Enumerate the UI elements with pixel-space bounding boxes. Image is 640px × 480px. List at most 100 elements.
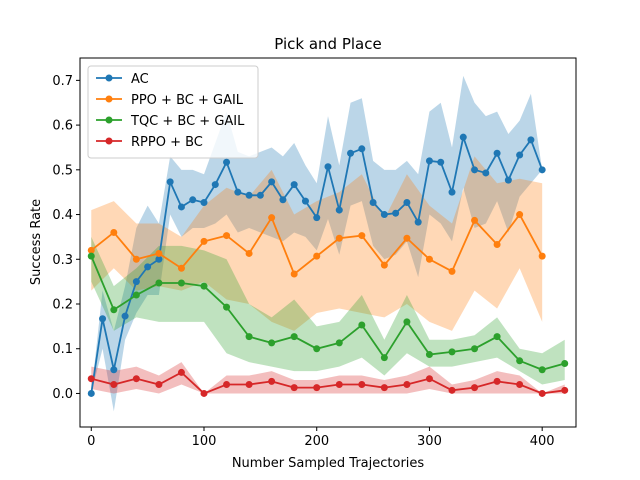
- data-point: [245, 249, 253, 257]
- series-lines: [87, 133, 569, 397]
- data-point: [471, 216, 479, 224]
- data-point: [223, 303, 231, 311]
- data-point: [200, 282, 208, 290]
- series-line-3: [91, 371, 565, 395]
- y-tick-label: 0.6: [52, 119, 73, 134]
- data-point: [471, 384, 479, 392]
- data-point: [132, 255, 140, 263]
- legend-label: TQC + BC + GAIL: [130, 114, 245, 129]
- data-point: [245, 381, 253, 389]
- data-point: [538, 252, 546, 260]
- data-point: [110, 228, 118, 236]
- x-axis-label: Number Sampled Trajectories: [232, 456, 425, 471]
- data-point: [471, 166, 479, 174]
- data-point: [110, 306, 118, 314]
- x-tick-label: 0: [87, 434, 95, 449]
- data-point: [290, 384, 298, 392]
- data-point: [493, 333, 501, 341]
- data-point: [425, 157, 433, 165]
- legend-swatch-marker: [105, 74, 113, 82]
- y-tick-label: 0.3: [52, 253, 73, 268]
- data-point: [358, 321, 366, 329]
- data-point: [561, 386, 569, 394]
- data-point: [132, 291, 140, 299]
- data-point: [144, 263, 152, 271]
- data-point: [425, 351, 433, 359]
- data-point: [527, 136, 535, 144]
- data-point: [380, 211, 388, 219]
- data-point: [155, 255, 163, 263]
- data-point: [121, 312, 129, 320]
- data-point: [268, 214, 276, 222]
- data-point: [155, 381, 163, 389]
- y-tick-label: 0.7: [52, 74, 73, 89]
- data-point: [177, 279, 185, 287]
- legend-swatch-marker: [105, 116, 113, 124]
- data-point: [403, 198, 411, 206]
- data-point: [87, 375, 95, 383]
- data-point: [380, 354, 388, 362]
- data-point: [493, 377, 501, 385]
- data-point: [516, 151, 524, 159]
- data-point: [380, 261, 388, 269]
- data-point: [223, 232, 231, 240]
- data-point: [538, 389, 546, 397]
- y-tick-label: 0.4: [52, 208, 73, 223]
- y-tick-label: 0.2: [52, 298, 73, 313]
- data-point: [223, 381, 231, 389]
- y-axis-label: Success Rate: [29, 199, 44, 285]
- x-tick-label: 100: [192, 434, 217, 449]
- x-tick-label: 200: [304, 434, 329, 449]
- data-point: [324, 163, 332, 171]
- data-point: [177, 368, 185, 376]
- data-point: [538, 366, 546, 374]
- y-tick-label: 0.0: [52, 387, 73, 402]
- data-point: [132, 278, 140, 286]
- legend-swatch-marker: [105, 95, 113, 103]
- data-point: [448, 348, 456, 356]
- data-point: [290, 333, 298, 341]
- x-tick-label: 400: [530, 434, 555, 449]
- data-point: [268, 377, 276, 385]
- data-point: [516, 381, 524, 389]
- data-point: [155, 249, 163, 257]
- data-point: [369, 198, 377, 206]
- data-point: [493, 241, 501, 249]
- data-point: [110, 381, 118, 389]
- data-point: [200, 237, 208, 245]
- data-point: [335, 234, 343, 242]
- data-point: [380, 384, 388, 392]
- data-point: [313, 214, 321, 222]
- data-point: [471, 345, 479, 353]
- data-point: [561, 359, 569, 367]
- data-point: [358, 381, 366, 389]
- data-point: [313, 252, 321, 260]
- data-point: [313, 345, 321, 353]
- data-point: [268, 178, 276, 186]
- data-point: [177, 264, 185, 272]
- data-point: [335, 206, 343, 214]
- data-point: [425, 375, 433, 383]
- data-point: [200, 198, 208, 206]
- data-point: [448, 267, 456, 275]
- data-point: [493, 149, 501, 157]
- series-line-2: [90, 255, 565, 371]
- data-point: [437, 158, 445, 166]
- data-point: [448, 188, 456, 196]
- data-point: [358, 232, 366, 240]
- data-point: [268, 339, 276, 347]
- data-point: [155, 279, 163, 287]
- data-point: [403, 318, 411, 326]
- data-point: [482, 169, 490, 177]
- data-point: [448, 386, 456, 394]
- y-tick-label: 0.1: [52, 342, 73, 357]
- data-point: [516, 357, 524, 365]
- data-point: [290, 181, 298, 189]
- x-tick-label: 300: [417, 434, 442, 449]
- data-point: [403, 234, 411, 242]
- data-point: [425, 255, 433, 263]
- plot-frame: [79, 57, 577, 428]
- data-point: [538, 166, 546, 174]
- data-point: [110, 366, 118, 374]
